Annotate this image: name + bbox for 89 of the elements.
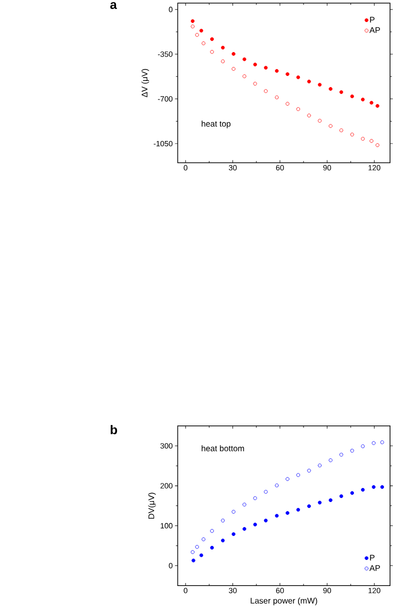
point bbox=[350, 94, 354, 98]
point bbox=[307, 468, 311, 472]
point bbox=[242, 57, 246, 62]
point bbox=[370, 139, 374, 143]
point bbox=[264, 490, 268, 494]
point bbox=[380, 485, 384, 489]
point bbox=[370, 100, 374, 105]
point bbox=[210, 529, 214, 533]
text: b bbox=[110, 424, 118, 434]
point bbox=[202, 537, 206, 542]
point bbox=[380, 440, 384, 444]
point bbox=[328, 498, 332, 502]
point bbox=[242, 527, 246, 531]
point bbox=[253, 496, 257, 500]
point bbox=[339, 128, 344, 132]
point bbox=[232, 52, 236, 56]
point bbox=[307, 80, 311, 84]
point bbox=[372, 441, 376, 445]
point bbox=[232, 532, 236, 536]
annotation: heat top bbox=[202, 120, 230, 128]
point bbox=[328, 458, 332, 462]
point bbox=[350, 132, 354, 136]
point bbox=[192, 558, 196, 562]
point bbox=[307, 114, 311, 118]
point bbox=[286, 102, 290, 106]
point bbox=[195, 33, 199, 37]
point bbox=[210, 50, 214, 54]
point bbox=[220, 46, 225, 50]
point bbox=[220, 518, 225, 522]
point bbox=[274, 69, 279, 73]
point bbox=[339, 494, 344, 498]
point bbox=[296, 75, 300, 80]
point bbox=[220, 59, 225, 64]
point bbox=[199, 28, 204, 33]
point bbox=[210, 546, 214, 550]
point bbox=[307, 504, 311, 508]
point bbox=[376, 143, 380, 148]
point bbox=[220, 538, 225, 542]
point bbox=[339, 452, 344, 457]
point bbox=[318, 464, 322, 468]
point bbox=[350, 491, 354, 495]
point bbox=[286, 511, 290, 515]
point bbox=[232, 510, 236, 514]
point bbox=[296, 508, 300, 512]
legend-label: AP bbox=[369, 27, 380, 33]
point bbox=[190, 550, 195, 554]
point bbox=[190, 24, 195, 28]
text: a bbox=[110, 2, 117, 10]
point bbox=[274, 96, 279, 100]
point bbox=[328, 124, 332, 128]
point bbox=[264, 66, 268, 70]
y-axis-title: DV(μV) bbox=[148, 492, 156, 519]
point bbox=[350, 448, 354, 453]
point bbox=[360, 488, 365, 492]
point bbox=[372, 485, 376, 489]
point bbox=[242, 74, 246, 78]
point bbox=[318, 500, 322, 504]
point bbox=[274, 514, 279, 518]
point bbox=[286, 72, 290, 76]
point bbox=[190, 19, 195, 23]
point bbox=[253, 82, 257, 86]
point bbox=[202, 41, 206, 46]
point bbox=[210, 37, 214, 41]
point bbox=[232, 67, 236, 71]
point bbox=[195, 545, 199, 549]
point bbox=[360, 444, 365, 448]
point bbox=[318, 82, 322, 87]
point bbox=[339, 90, 344, 94]
point bbox=[318, 118, 322, 123]
point bbox=[296, 107, 300, 111]
point bbox=[296, 473, 300, 477]
point bbox=[376, 104, 380, 108]
point bbox=[199, 553, 204, 558]
point bbox=[264, 89, 268, 93]
point bbox=[242, 502, 246, 506]
legend-label: AP bbox=[369, 565, 380, 571]
point bbox=[360, 136, 365, 141]
point bbox=[253, 522, 257, 526]
legend-label: P bbox=[370, 16, 374, 23]
legend-label: P bbox=[370, 554, 374, 560]
point bbox=[274, 484, 279, 488]
annotation: heat bottom bbox=[202, 445, 244, 452]
point bbox=[253, 62, 257, 66]
point bbox=[286, 477, 290, 481]
point bbox=[264, 518, 268, 522]
point bbox=[328, 87, 332, 91]
point bbox=[360, 98, 365, 102]
y-axis-title: ΔV (μV) bbox=[141, 68, 150, 98]
x-axis-title: Laser power (mW) bbox=[250, 598, 318, 606]
